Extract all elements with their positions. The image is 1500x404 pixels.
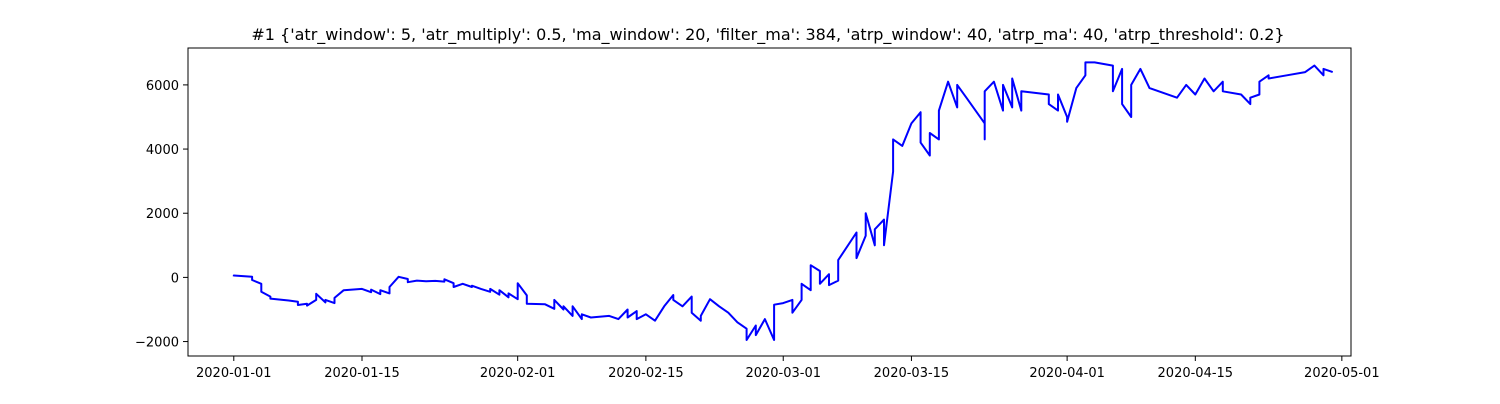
y-tick-label: 2000 <box>146 207 179 222</box>
series-line-0 <box>232 61 1334 341</box>
x-tick-label: 2020-03-01 <box>745 366 821 381</box>
x-tick-label: 2020-01-15 <box>324 366 400 381</box>
y-axis: −2000 0 2000 4000 6000 <box>135 79 188 351</box>
y-tick-label: 4000 <box>146 143 179 158</box>
x-tick-label: 2020-04-15 <box>1158 366 1234 381</box>
chart-title: #1 {'atr_window': 5, 'atr_multiply': 0.5… <box>251 25 1284 45</box>
x-tick-label: 2020-02-01 <box>480 366 556 381</box>
y-tick-label: 0 <box>171 271 179 286</box>
plot-area <box>232 61 1334 341</box>
y-tick-label: −2000 <box>135 336 179 351</box>
x-tick-label: 2020-03-15 <box>874 366 950 381</box>
y-tick-label: 6000 <box>146 79 179 94</box>
x-tick-label: 2020-05-01 <box>1304 366 1380 381</box>
x-tick-label: 2020-02-15 <box>608 366 684 381</box>
axes-frame <box>187 47 1352 357</box>
x-tick-label: 2020-04-01 <box>1029 366 1105 381</box>
x-axis: 2020-01-01 2020-01-15 2020-02-01 2020-02-15… <box>196 356 1380 381</box>
x-tick-label: 2020-01-01 <box>196 366 272 381</box>
